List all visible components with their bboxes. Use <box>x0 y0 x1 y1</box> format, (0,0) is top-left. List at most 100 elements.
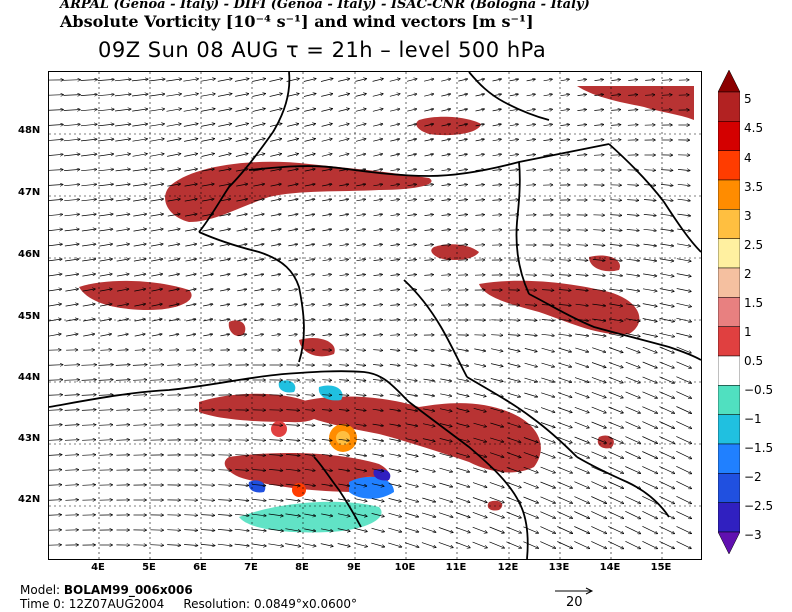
header-forecast-time: 09Z Sun 08 AUG τ = 21h – level 500 hPa <box>98 38 547 62</box>
wind-vector <box>355 139 366 142</box>
wind-vector <box>608 496 623 503</box>
wind-vector <box>526 185 535 186</box>
wind-vector <box>217 94 232 97</box>
wind-vector <box>660 199 673 200</box>
wind-vector <box>574 377 589 383</box>
wind-vector <box>475 109 485 111</box>
wind-vector <box>372 453 383 456</box>
wind-vector <box>593 155 604 156</box>
wind-vector <box>304 513 315 516</box>
wind-vector <box>406 408 417 411</box>
wind-vector <box>81 365 96 366</box>
wind-vector <box>285 483 300 486</box>
wind-vector <box>560 155 570 156</box>
wind-vector <box>424 94 434 97</box>
wind-vector <box>506 511 522 518</box>
footer-time-label: Time 0: <box>20 597 65 611</box>
wind-vector <box>559 275 571 276</box>
wind-vector <box>458 184 468 185</box>
wind-vector <box>235 94 249 97</box>
wind-vector <box>339 365 348 366</box>
wind-vector <box>167 545 181 546</box>
wind-vector <box>560 124 569 125</box>
wind-vector <box>356 244 366 245</box>
wind-vector <box>200 79 216 82</box>
wind-vector <box>644 185 656 186</box>
wind-vector <box>201 154 215 157</box>
vorticity-positive-areas <box>79 86 694 511</box>
wind-vector <box>356 365 366 366</box>
wind-vector <box>217 529 232 530</box>
wind-vector <box>492 154 502 156</box>
lon-label-12e: 12E <box>497 562 519 573</box>
wind-vector <box>271 334 281 335</box>
wind-vector <box>218 139 232 142</box>
wind-vector <box>628 80 637 81</box>
wind-vector <box>575 347 588 352</box>
colorbar-swatch <box>718 355 740 386</box>
footer-model-value: BOLAM99_006x006 <box>63 583 193 597</box>
wind-vector <box>574 392 589 397</box>
wind-vector <box>558 334 571 336</box>
wind-vector <box>200 94 216 97</box>
wind-vector <box>251 543 267 546</box>
wind-vector <box>81 214 97 217</box>
wind-vector <box>608 421 624 428</box>
wind-vector <box>183 94 199 97</box>
wind-vector <box>253 184 264 187</box>
wind-vector <box>235 470 248 471</box>
wind-vector <box>405 497 418 502</box>
wind-vector <box>98 410 113 411</box>
wind-vector <box>441 184 451 185</box>
wind-vector <box>507 407 520 412</box>
wind-vector <box>611 79 620 80</box>
wind-vector <box>115 169 131 172</box>
wind-vector <box>49 455 62 456</box>
wind-vector <box>269 124 282 127</box>
wind-vector <box>356 214 366 216</box>
wind-vector <box>594 110 603 111</box>
wind-vector <box>439 482 452 487</box>
wind-vector <box>593 230 605 231</box>
wind-vector <box>186 319 196 321</box>
wind-vector <box>339 395 349 396</box>
wind-vector <box>236 214 248 217</box>
wind-vector <box>99 274 113 277</box>
wind-vector <box>322 184 332 186</box>
wind-vector <box>339 319 349 320</box>
wind-vector <box>594 94 603 95</box>
wind-vector <box>321 154 332 157</box>
wind-vector <box>286 79 300 82</box>
wind-vector <box>203 304 213 306</box>
wind-vector <box>320 528 333 531</box>
wind-vector <box>390 229 400 230</box>
wind-vector <box>254 259 264 261</box>
wind-vector <box>185 259 197 262</box>
wind-vector <box>237 319 246 321</box>
lon-label-13e: 13E <box>548 562 570 573</box>
wind-vector <box>49 470 62 471</box>
wind-vector <box>423 364 435 366</box>
wind-vector <box>322 244 331 246</box>
wind-vector <box>116 229 129 232</box>
wind-vector <box>642 406 657 414</box>
wind-vector <box>659 361 675 368</box>
wind-vector <box>642 481 657 488</box>
wind-vector <box>659 346 675 353</box>
wind-vector <box>304 184 315 187</box>
wind-vector <box>356 274 366 275</box>
wind-vector <box>355 468 366 471</box>
wind-vector <box>540 451 556 458</box>
wind-vector <box>591 466 606 474</box>
wind-vector <box>202 289 213 292</box>
wind-vector <box>99 455 112 456</box>
wind-vector <box>474 363 486 367</box>
wind-vector <box>626 244 640 245</box>
wind-vector <box>659 318 675 321</box>
wind-vector <box>251 528 267 531</box>
wind-vector <box>254 319 264 321</box>
wind-vector-field <box>49 79 692 549</box>
wind-vector <box>355 124 366 127</box>
wind-vector <box>134 350 145 351</box>
wind-vector <box>371 483 384 487</box>
